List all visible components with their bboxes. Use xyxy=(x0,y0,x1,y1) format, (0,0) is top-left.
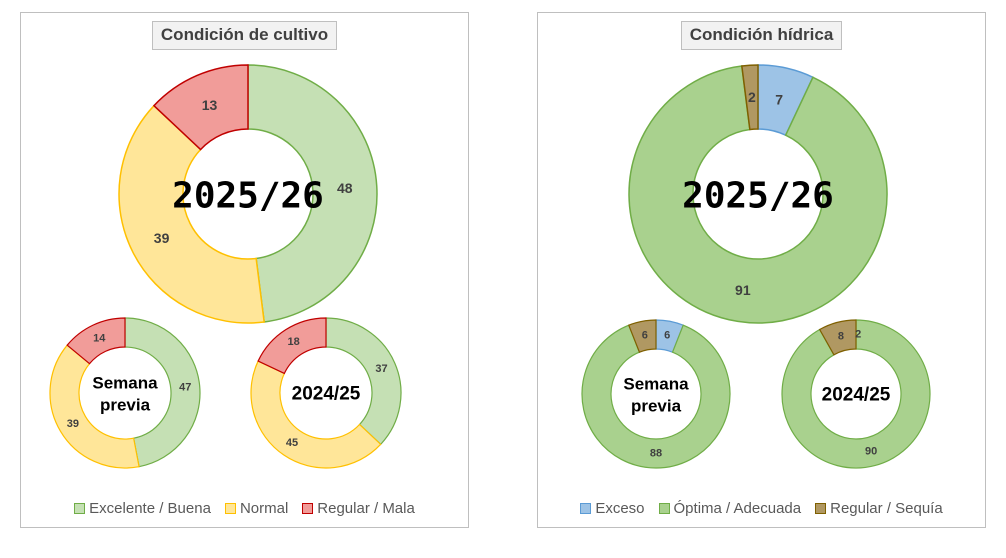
legend-label: Regular / Mala xyxy=(317,500,415,517)
donut-slice xyxy=(152,64,249,151)
donut-slice xyxy=(250,360,382,469)
donut-center-label: 2024/25 xyxy=(292,384,361,405)
water-condition-panel: Condición hídrica 7 91 2 2025/26 6 88 6 Semana p… xyxy=(537,12,986,528)
crop-condition-title: Condición de cultivo xyxy=(151,21,338,50)
legend-item-regular-sequia: Regular / Sequía xyxy=(815,500,943,517)
donut-center-label: Semana xyxy=(623,375,689,394)
legend-item-optima-adecuada: Óptima / Adecuada xyxy=(658,500,802,517)
data-label: 2 xyxy=(855,329,861,341)
donut-slice xyxy=(818,319,857,356)
legend-swatch xyxy=(302,503,314,514)
legend-swatch xyxy=(580,503,592,514)
legend-item-excelente-buena: Excelente / Buena xyxy=(74,500,211,517)
donut-slice xyxy=(49,344,140,469)
legend-swatch xyxy=(658,503,670,514)
donut-slice xyxy=(247,64,378,323)
data-label: 48 xyxy=(337,180,353,196)
donut-center-label: previa xyxy=(631,397,682,416)
donut-center-label: 2025/26 xyxy=(682,176,834,217)
data-label: 13 xyxy=(202,97,218,113)
donut-center-label: previa xyxy=(100,396,151,415)
data-label: 45 xyxy=(286,437,298,449)
data-label: 88 xyxy=(650,448,662,460)
donut-slice xyxy=(325,317,402,446)
donut-center-label: 2025/26 xyxy=(172,176,324,217)
legend-swatch xyxy=(224,503,236,514)
legend-swatch xyxy=(815,503,827,514)
donut-slice xyxy=(581,324,731,469)
data-label: 7 xyxy=(775,91,783,107)
data-label: 39 xyxy=(154,230,170,246)
data-label: 6 xyxy=(664,330,670,342)
donut-center-label: 2024/25 xyxy=(822,385,891,406)
legend-swatch xyxy=(74,503,86,514)
donut-slice xyxy=(628,65,888,324)
crop-condition-panel: Condición de cultivo 48 39 13 2025/26 47 39 14… xyxy=(20,12,469,528)
data-label: 37 xyxy=(375,363,387,375)
data-label: 91 xyxy=(735,282,751,298)
data-label: 2 xyxy=(748,89,756,105)
legend-item-regular-mala: Regular / Mala xyxy=(302,500,415,517)
data-label: 14 xyxy=(93,332,106,344)
crop-condition-donuts: 48 39 13 2025/26 47 39 14 Semana previa 37 45 18 202… xyxy=(49,64,402,469)
legend-label: Óptima / Adecuada xyxy=(673,500,802,517)
data-label: 6 xyxy=(642,330,648,342)
data-label: 90 xyxy=(865,446,877,458)
data-label: 47 xyxy=(179,381,191,393)
donut-center-label: Semana xyxy=(92,374,158,393)
legend-label: Exceso xyxy=(595,500,645,517)
legend-label: Normal xyxy=(239,500,289,517)
donut-slice xyxy=(257,317,327,375)
crop-condition-legend: Excelente / Buena Normal Regular / Mala xyxy=(21,500,468,517)
legend-item-normal: Normal xyxy=(224,500,289,517)
legend-label: Regular / Sequía xyxy=(830,500,943,517)
data-label: 18 xyxy=(287,336,299,348)
donut-slice xyxy=(740,64,759,131)
donut-slice xyxy=(627,319,657,353)
donut-slice xyxy=(781,319,931,469)
water-condition-legend: Exceso Óptima / Adecuada Regular / Sequí… xyxy=(538,500,985,517)
donut-slice xyxy=(118,104,266,324)
donut-slice xyxy=(66,317,126,365)
water-condition-title: Condición hídrica xyxy=(680,21,843,50)
data-label: 39 xyxy=(67,418,79,430)
legend-item-exceso: Exceso xyxy=(580,500,645,517)
data-label: 8 xyxy=(838,330,844,342)
donut-slice xyxy=(124,317,201,468)
legend-label: Excelente / Buena xyxy=(89,500,211,517)
